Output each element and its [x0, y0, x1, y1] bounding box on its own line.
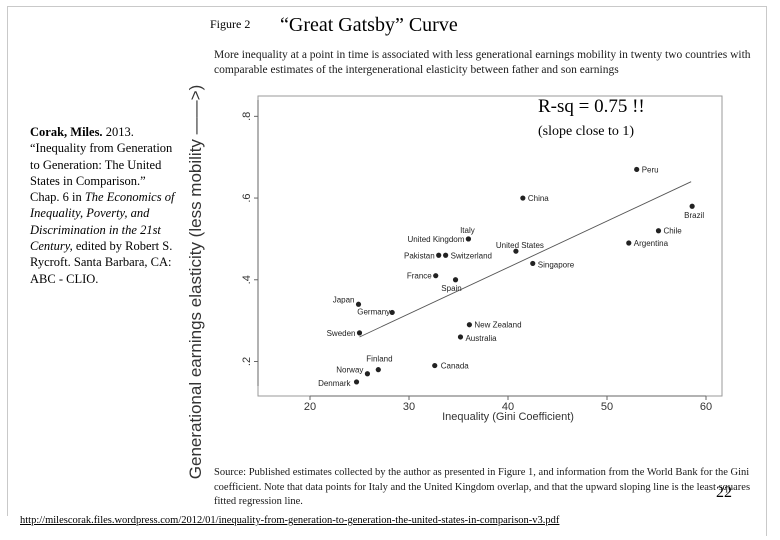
point-germany — [389, 309, 395, 316]
point-china — [520, 195, 526, 201]
point-label-italy: Italy — [460, 226, 475, 235]
citation: Corak, Miles. 2013. “Inequality from Gen… — [30, 124, 178, 287]
citation-publisher: edited by Robert S. Rycroft. Santa Barba… — [30, 239, 173, 286]
point-label-finland: Finland — [366, 355, 392, 364]
point-sweden — [356, 330, 363, 336]
point-label-brazil: Brazil — [684, 211, 704, 220]
point-spain — [452, 277, 459, 283]
figure-subtitle: More inequality at a point in time is as… — [214, 49, 751, 76]
slide-border-right — [766, 6, 767, 536]
point-label-new-zealand: New Zealand — [474, 321, 521, 330]
point-united-kingdom — [465, 236, 471, 242]
point-label-argentina: Argentina — [634, 239, 669, 248]
point-peru — [634, 166, 640, 173]
point-new-zealand — [466, 322, 472, 328]
x-tick-label: 60 — [700, 401, 712, 413]
slide-border-top — [7, 6, 767, 7]
point-finland — [375, 367, 381, 373]
point-japan — [355, 301, 362, 307]
source-note: Source: Published estimates collected by… — [214, 467, 751, 507]
point-united-states — [513, 248, 519, 254]
figure-label: Figure 2 — [210, 17, 251, 31]
point-label-peru: Peru — [642, 165, 659, 174]
x-tick-label: 40 — [502, 401, 514, 413]
point-australia — [457, 334, 464, 340]
point-label-denmark: Denmark — [318, 379, 351, 388]
point-label-france: France — [407, 272, 432, 281]
point-singapore — [530, 260, 536, 267]
slide-title: “Great Gatsby” Curve — [280, 14, 458, 36]
y-tick-label: .2 — [241, 357, 253, 366]
point-chile — [655, 228, 662, 234]
point-label-australia: Australia — [465, 334, 497, 343]
point-switzerland — [443, 252, 449, 258]
point-label-china: China — [528, 194, 549, 203]
chart-axes: 20 30 40 50 60 .2 .4 .6 .8 — [241, 100, 712, 413]
point-label-japan: Japan — [333, 295, 355, 304]
fit-line-group — [359, 181, 692, 338]
x-tick-label: 30 — [403, 401, 415, 413]
x-tick-label: 20 — [304, 401, 316, 413]
point-label-pakistan: Pakistan — [404, 251, 435, 260]
point-label-norway: Norway — [336, 366, 363, 375]
x-axis-title: Inequality (Gini Coefficient) — [442, 411, 574, 423]
point-label-sweden: Sweden — [327, 329, 356, 338]
point-label-united-kingdom: United Kingdom — [407, 235, 464, 244]
regression-fit-line — [359, 181, 692, 338]
page-number: 22 — [716, 484, 732, 501]
point-label-switzerland: Switzerland — [451, 251, 492, 260]
point-label-united-states: United States — [496, 241, 544, 250]
point-label-germany: Germany — [357, 307, 390, 316]
x-tick-label: 50 — [601, 401, 613, 413]
y-tick-label: .6 — [241, 193, 253, 202]
citation-author: Corak, Miles. — [30, 125, 103, 139]
point-canada — [432, 362, 438, 369]
point-label-chile: Chile — [663, 227, 682, 236]
point-pakistan — [436, 252, 442, 258]
point-label-spain: Spain — [441, 284, 461, 293]
citation-book: The Economics of Inequality, Poverty, an… — [30, 190, 175, 254]
point-denmark — [353, 379, 360, 385]
citation-year-title: 2013. “Inequality from Generation to Gen… — [30, 125, 173, 205]
y-tick-label: .8 — [241, 112, 253, 121]
point-argentina — [626, 240, 632, 246]
y-tick-label: .4 — [241, 275, 253, 284]
point-label-singapore: Singapore — [538, 260, 575, 269]
slide-border-left — [7, 6, 8, 516]
r-squared-annotation: R-sq = 0.75 !! — [538, 96, 645, 117]
source-url-link[interactable]: http://milescorak.files.wordpress.com/20… — [20, 515, 560, 526]
point-norway — [364, 371, 371, 377]
point-france — [433, 273, 439, 279]
point-label-canada: Canada — [441, 362, 470, 371]
slope-annotation: (slope close to 1) — [538, 124, 635, 139]
point-brazil — [689, 203, 695, 209]
